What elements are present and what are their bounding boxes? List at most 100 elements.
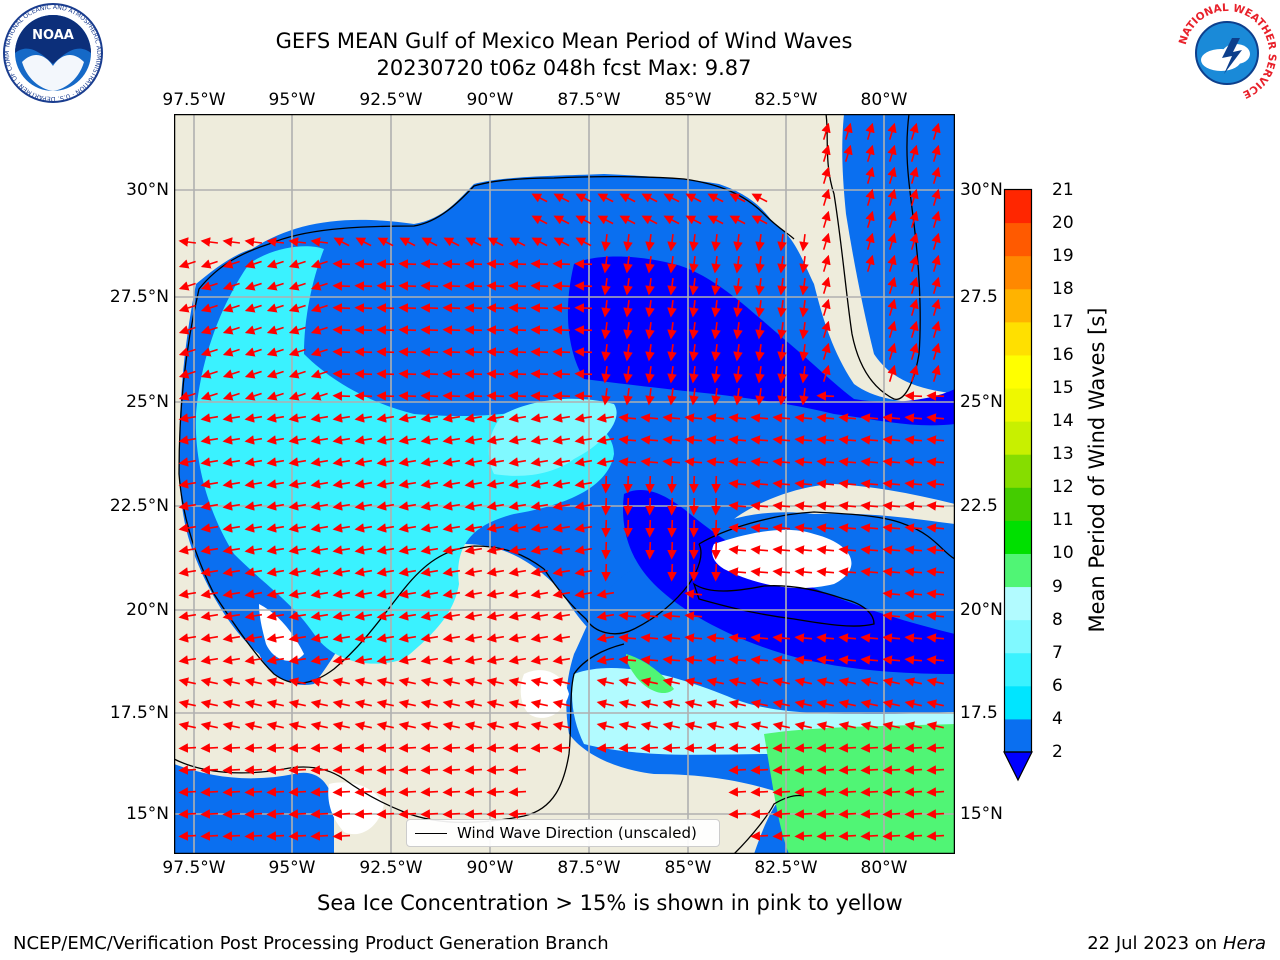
wind-wave-arrow (420, 567, 439, 577)
wind-wave-arrow (222, 721, 240, 731)
wind-wave-arrow (838, 677, 856, 687)
wind-wave-arrow (772, 567, 791, 577)
wind-wave-arrow (645, 321, 655, 340)
wind-wave-arrow (860, 809, 879, 819)
wind-wave-arrow (662, 435, 681, 445)
wind-wave-arrow (200, 567, 219, 577)
wind-wave-arrow (200, 347, 218, 357)
colorbar-band (1004, 586, 1032, 621)
wind-wave-arrow (838, 765, 857, 775)
wind-wave-arrow (838, 435, 857, 445)
wind-wave-arrow (882, 567, 901, 577)
wind-wave-arrow (777, 277, 787, 296)
wind-wave-arrow (200, 699, 218, 709)
wind-wave-arrow (755, 299, 765, 318)
wind-wave-arrow (755, 387, 765, 406)
wind-wave-arrow (926, 831, 945, 841)
wind-wave-arrow (266, 765, 285, 775)
wind-wave-arrow (244, 479, 263, 489)
wind-wave-arrow (909, 188, 919, 206)
wind-wave-arrow (442, 721, 460, 731)
wind-wave-arrow (865, 254, 875, 272)
wind-wave-arrow (794, 765, 813, 775)
wind-wave-arrow (733, 365, 743, 384)
wind-wave-arrow (178, 259, 196, 269)
colorbar-band (1004, 454, 1032, 488)
wind-wave-arrow (332, 479, 351, 489)
wind-wave-arrow (684, 435, 703, 445)
wind-wave-arrow (574, 523, 593, 533)
wind-wave-arrow (596, 699, 614, 709)
wind-wave-arrow (574, 325, 593, 335)
wind-wave-arrow (689, 233, 699, 252)
lat-label-right-30n: 30°N (960, 180, 1003, 200)
colorbar-band (1004, 718, 1032, 753)
wind-wave-arrow (904, 413, 923, 423)
wind-wave-arrow (887, 298, 897, 316)
wind-wave-arrow (860, 699, 878, 709)
colorbar-band (1004, 321, 1032, 356)
wind-wave-arrow (442, 633, 461, 643)
wind-wave-arrow (772, 787, 791, 797)
wind-wave-arrow (310, 721, 328, 731)
wind-wave-arrow (684, 699, 702, 709)
wind-wave-arrow (685, 193, 702, 203)
wind-wave-arrow (332, 435, 351, 445)
wind-wave-arrow (354, 457, 373, 467)
wind-wave-arrow (926, 435, 945, 445)
wind-wave-arrow (860, 435, 879, 445)
wind-wave-arrow (376, 501, 395, 511)
wind-wave-arrow (398, 545, 417, 555)
wind-wave-arrow (689, 563, 699, 582)
wind-wave-arrow (398, 611, 417, 621)
wind-wave-arrow (200, 765, 219, 775)
wind-wave-arrow (640, 633, 659, 643)
wind-wave-arrow (645, 541, 655, 560)
wind-wave-arrow (244, 391, 262, 401)
wind-wave-arrow (420, 633, 439, 643)
wind-wave-arrow (750, 831, 769, 841)
wind-wave-arrow (552, 435, 571, 445)
wind-wave-arrow (530, 259, 549, 269)
wind-wave-arrow (601, 365, 611, 384)
wind-wave-arrow (266, 479, 285, 489)
wind-wave-arrow (711, 321, 721, 340)
wind-wave-arrow (508, 743, 527, 753)
wind-wave-arrow (178, 567, 197, 577)
wind-wave-arrow (464, 259, 483, 269)
wind-wave-arrow (662, 413, 681, 423)
wind-wave-arrow (926, 809, 945, 819)
wind-wave-arrow (711, 519, 721, 538)
wind-wave-arrow (860, 743, 879, 753)
wind-wave-arrow (684, 655, 703, 665)
wind-wave-arrow (222, 831, 241, 841)
wind-wave-arrow (733, 343, 743, 362)
wind-wave-arrow (200, 435, 219, 445)
wind-wave-arrow (794, 501, 813, 511)
wind-wave-arrow (178, 743, 197, 753)
wind-wave-arrow (486, 413, 505, 423)
wind-wave-arrow (222, 325, 240, 335)
wind-wave-arrow (530, 633, 549, 643)
wind-wave-arrow (860, 787, 879, 797)
wind-wave-arrow (530, 523, 549, 533)
wind-wave-arrow (398, 677, 416, 687)
wind-wave-arrow (904, 457, 923, 467)
wind-wave-arrow (376, 413, 395, 423)
wind-wave-arrow (288, 479, 307, 489)
colorbar-band (1004, 553, 1032, 588)
wind-wave-arrow (508, 787, 527, 797)
wind-wave-arrow (398, 281, 417, 291)
wind-wave-arrow (618, 633, 637, 643)
lon-label-top-92.5w: 92.5°W (359, 90, 423, 110)
wind-wave-arrow (794, 413, 813, 423)
colorbar-tick-label: 20 (1052, 212, 1074, 233)
wind-wave-arrow (645, 255, 655, 274)
wind-wave-arrow (266, 237, 285, 247)
wind-wave-arrow (816, 567, 835, 577)
wind-wave-arrow (640, 611, 659, 621)
wind-wave-arrow (376, 765, 395, 775)
wind-wave-arrow (909, 232, 919, 250)
wind-wave-arrow (645, 277, 655, 296)
wind-wave-arrow (733, 387, 743, 406)
